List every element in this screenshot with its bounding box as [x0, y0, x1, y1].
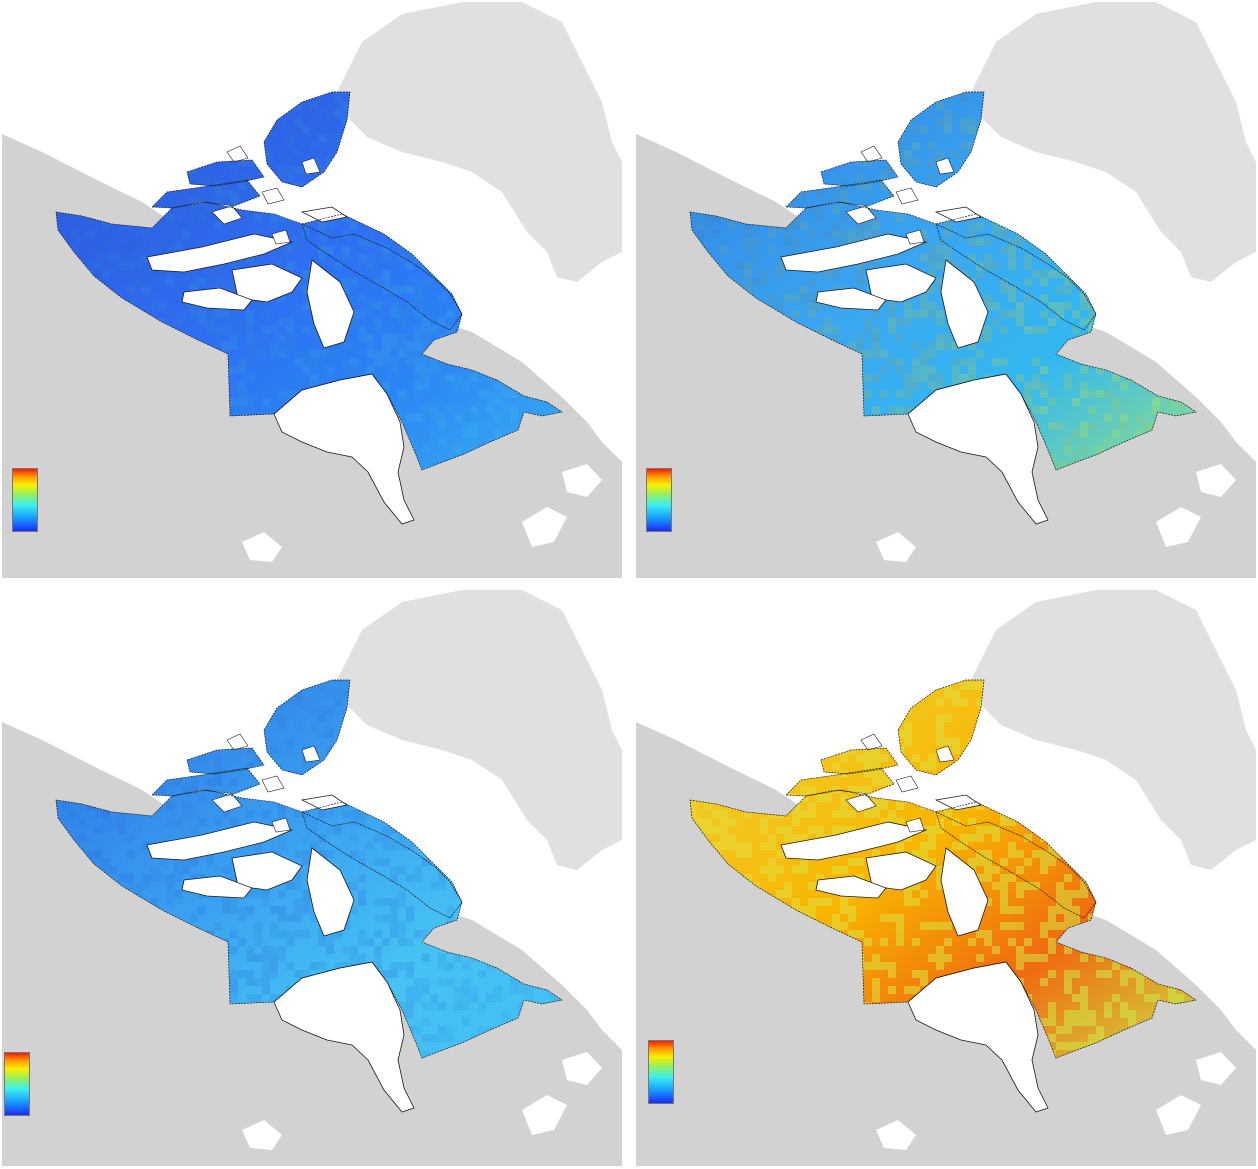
lake-cutout [876, 1120, 916, 1150]
colorbar-legend [648, 1040, 674, 1104]
map-panel-bottom-right [636, 590, 1256, 1166]
lake-cutout [562, 464, 602, 497]
water-channel [934, 794, 983, 811]
lake-cutout [261, 187, 285, 205]
coastline-outline [301, 801, 463, 919]
coastline-outline [55, 789, 563, 1059]
water-channel [146, 821, 294, 861]
lake-cutout [211, 793, 243, 813]
coastline-outline [897, 91, 985, 188]
lake-cutout [895, 187, 919, 205]
coastline-outline [935, 213, 1097, 331]
coastline-outline [186, 159, 265, 187]
lake-cutout [261, 775, 285, 793]
lake-cutout [1196, 464, 1236, 497]
water-channel [940, 259, 989, 349]
lake-cutout [905, 817, 925, 833]
lake-cutout [522, 507, 567, 547]
water-channel [306, 259, 355, 349]
lake-cutout [845, 205, 877, 225]
water-channel [940, 847, 989, 937]
coastline-outline [897, 679, 985, 776]
water-channel [146, 233, 294, 273]
lake-cutout [522, 1095, 567, 1135]
lake-cutout [301, 157, 321, 175]
coastline-outline [935, 801, 1097, 919]
water-channel [815, 875, 887, 899]
greenland-landmass [971, 2, 1256, 282]
map-panel-top-left [2, 2, 622, 578]
colorbar-legend [12, 468, 38, 532]
water-channel [181, 287, 253, 311]
lake-cutout [876, 532, 916, 562]
coastline-outline [689, 789, 1197, 1059]
lake-cutout [226, 733, 249, 751]
greenland-landmass [337, 590, 622, 870]
lake-cutout [935, 745, 955, 763]
map-canvas [636, 2, 1256, 578]
lake-cutout [242, 532, 282, 562]
coastline-outline [55, 201, 563, 471]
water-channel [780, 233, 928, 273]
lake-cutout [271, 229, 291, 245]
lake-cutout [211, 205, 243, 225]
greenland-landmass [971, 590, 1256, 870]
coastline-outline [820, 747, 899, 775]
water-channel [300, 206, 349, 223]
coastline-outline [263, 91, 351, 188]
water-channel [934, 206, 983, 223]
lake-cutout [935, 157, 955, 175]
coastline-outline [689, 201, 1197, 471]
lake-cutout [845, 793, 877, 813]
lake-cutout [895, 775, 919, 793]
lake-cutout [301, 745, 321, 763]
water-channel [815, 287, 887, 311]
map-canvas [636, 590, 1256, 1166]
map-canvas [2, 2, 622, 578]
lake-cutout [242, 1120, 282, 1150]
lake-cutout [905, 229, 925, 245]
water-channel [306, 847, 355, 937]
lake-cutout [860, 145, 883, 163]
map-panel-bottom-left [2, 590, 622, 1166]
water-channel [300, 794, 349, 811]
lake-cutout [562, 1052, 602, 1085]
lake-cutout [860, 733, 883, 751]
greenland-landmass [337, 2, 622, 282]
lake-cutout [1156, 1095, 1201, 1135]
coastline-outline [301, 213, 463, 331]
lake-cutout [1156, 507, 1201, 547]
colorbar-legend [4, 1052, 30, 1116]
coastline-outline [820, 159, 899, 187]
colorbar-legend [646, 468, 672, 532]
lake-cutout [226, 145, 249, 163]
map-canvas [2, 590, 622, 1166]
water-channel [780, 821, 928, 861]
coastline-outline [186, 747, 265, 775]
lake-cutout [271, 817, 291, 833]
map-panel-top-right [636, 2, 1256, 578]
water-channel [181, 875, 253, 899]
coastline-outline [263, 679, 351, 776]
lake-cutout [1196, 1052, 1236, 1085]
